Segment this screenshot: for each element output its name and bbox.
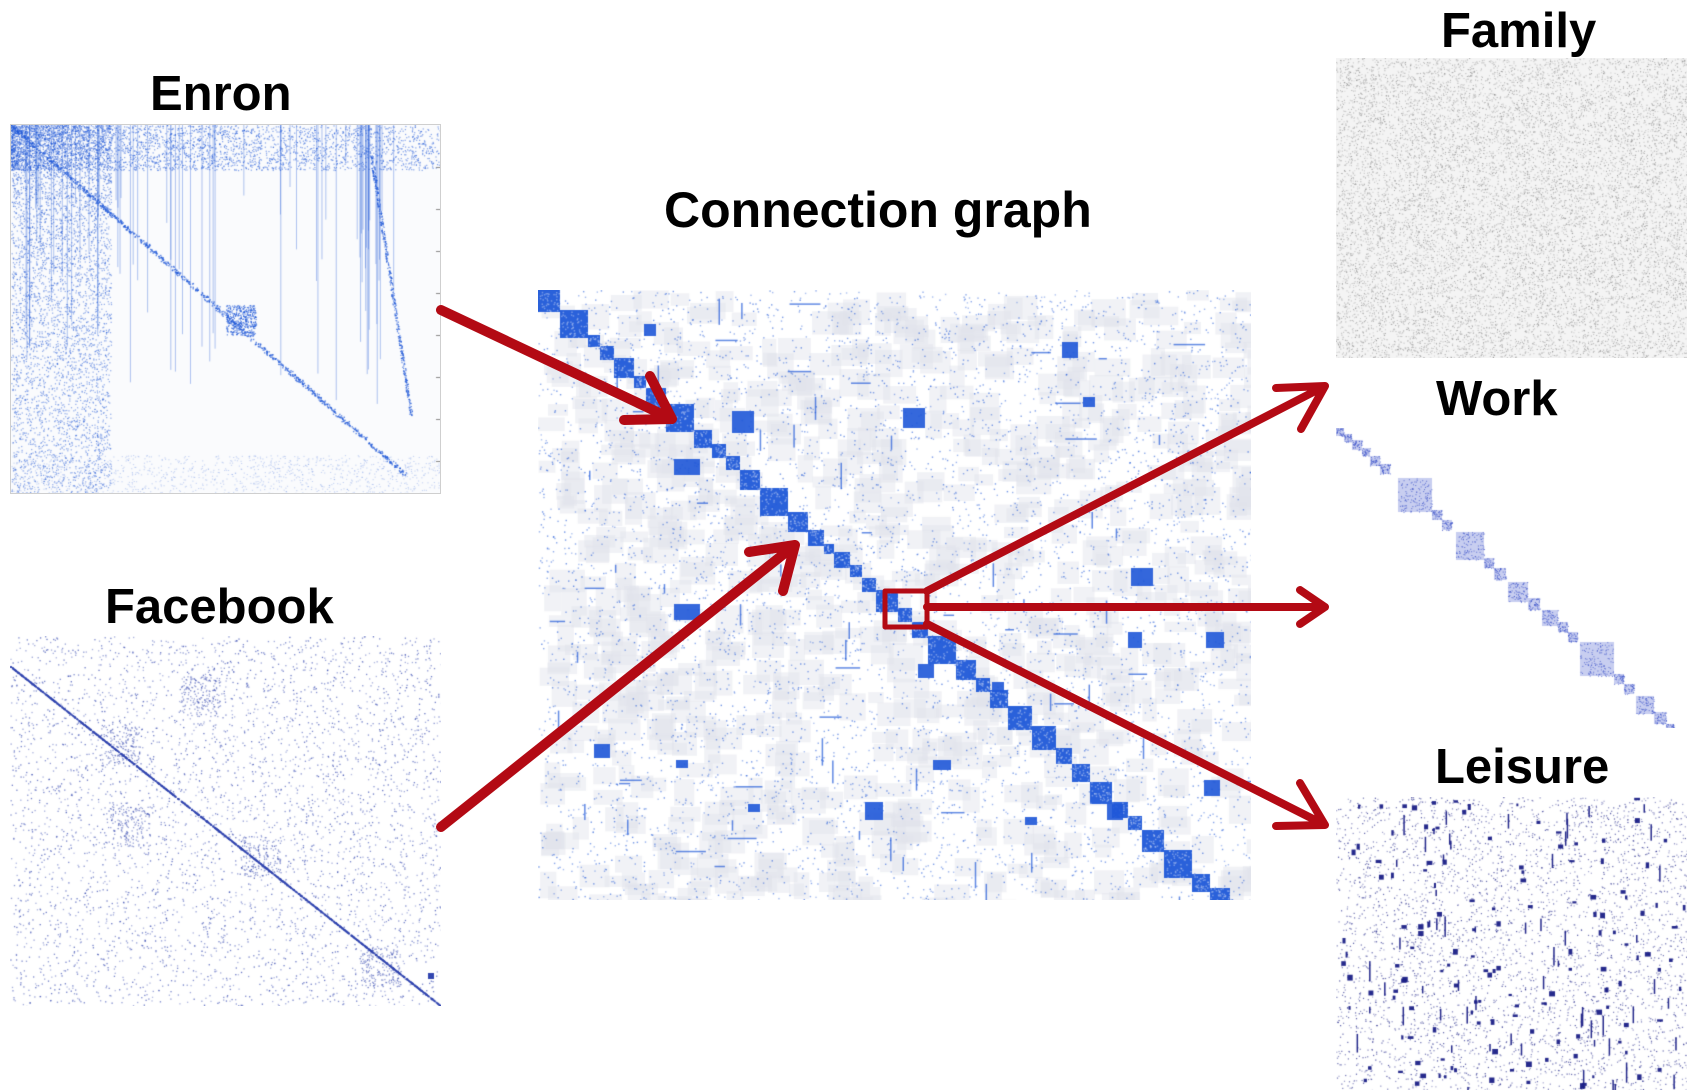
- enron-matrix-plot: [11, 125, 440, 493]
- work-label: Work: [1436, 372, 1558, 426]
- work-matrix: [1336, 428, 1687, 728]
- arrow-facebook-to-connection: [436, 540, 800, 832]
- enron-label: Enron: [150, 67, 292, 121]
- enron-matrix: [10, 124, 441, 494]
- family-label: Family: [1441, 4, 1597, 58]
- arrow-to-leisure: [923, 620, 1329, 830]
- leisure-label: Leisure: [1435, 740, 1610, 794]
- arrow-enron-to-connection: [436, 305, 677, 425]
- work-matrix-plot: [1336, 428, 1687, 728]
- arrow-to-work: [923, 586, 1329, 628]
- facebook-label: Facebook: [105, 580, 334, 634]
- facebook-matrix: [10, 636, 441, 1006]
- facebook-matrix-plot: [10, 636, 441, 1006]
- leisure-matrix-plot: [1336, 797, 1687, 1090]
- leisure-matrix: [1336, 797, 1687, 1090]
- family-matrix-plot: [1336, 58, 1687, 358]
- arrow-to-family: [923, 382, 1329, 595]
- family-matrix: [1336, 58, 1687, 358]
- connection-graph-title: Connection graph: [664, 182, 1092, 238]
- zoom-box: [882, 588, 930, 630]
